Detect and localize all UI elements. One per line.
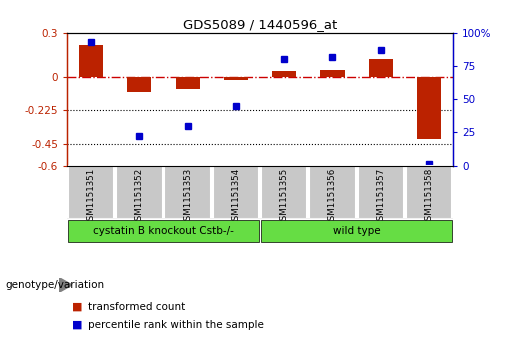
Bar [320, 70, 345, 77]
Bar [272, 71, 296, 77]
Title: GDS5089 / 1440596_at: GDS5089 / 1440596_at [183, 19, 337, 32]
Text: GSM1151356: GSM1151356 [328, 167, 337, 226]
Bar [164, 166, 211, 219]
Text: ■: ■ [72, 302, 82, 312]
Bar [310, 166, 356, 219]
Bar [417, 77, 441, 139]
Text: ■: ■ [72, 320, 82, 330]
Bar [261, 220, 452, 242]
Text: GSM1151353: GSM1151353 [183, 167, 192, 226]
Text: transformed count: transformed count [88, 302, 185, 312]
Text: genotype/variation: genotype/variation [5, 280, 104, 290]
Bar [127, 77, 151, 92]
Text: GSM1151358: GSM1151358 [424, 167, 434, 226]
Bar [406, 166, 452, 219]
Bar [213, 166, 259, 219]
Bar [68, 166, 114, 219]
Polygon shape [59, 278, 72, 292]
Text: percentile rank within the sample: percentile rank within the sample [88, 320, 264, 330]
Bar [357, 166, 404, 219]
Text: GSM1151355: GSM1151355 [280, 167, 289, 226]
Text: GSM1151351: GSM1151351 [87, 167, 96, 226]
Text: GSM1151354: GSM1151354 [231, 167, 241, 226]
Bar [369, 59, 393, 77]
Bar [116, 166, 163, 219]
Bar [224, 77, 248, 80]
Bar [68, 220, 259, 242]
Text: wild type: wild type [333, 226, 381, 236]
Bar [261, 166, 307, 219]
Bar [79, 45, 103, 77]
Bar [176, 77, 200, 89]
Text: cystatin B knockout Cstb-/-: cystatin B knockout Cstb-/- [93, 226, 234, 236]
Text: GSM1151352: GSM1151352 [135, 167, 144, 226]
Text: GSM1151357: GSM1151357 [376, 167, 385, 226]
